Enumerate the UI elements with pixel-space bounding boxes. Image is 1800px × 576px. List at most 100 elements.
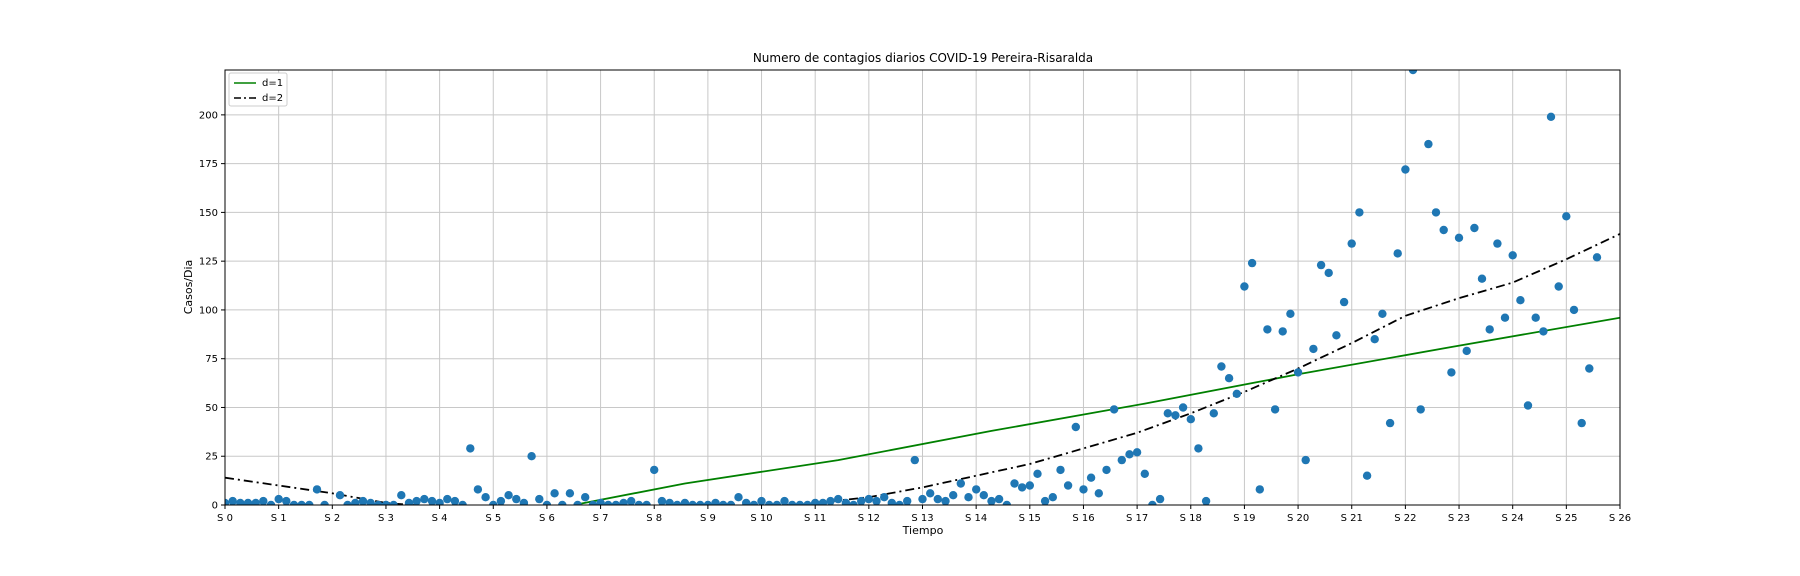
data-point	[1454, 233, 1464, 242]
data-point	[910, 455, 919, 465]
data-point	[519, 498, 529, 505]
x-tick-label: S 4	[432, 513, 448, 524]
data-point	[427, 496, 437, 505]
data-point	[420, 494, 429, 504]
data-point	[1393, 249, 1402, 258]
data-point	[887, 498, 896, 505]
fit-lines	[225, 233, 1620, 505]
data-point	[558, 500, 567, 505]
data-point	[1102, 465, 1111, 475]
data-point	[1301, 455, 1310, 465]
data-point	[236, 498, 245, 505]
data-point	[1324, 268, 1333, 278]
data-point	[1247, 258, 1257, 268]
x-tick-label: S 2	[324, 513, 340, 524]
x-tick-label: S 19	[1233, 513, 1255, 524]
data-point	[581, 493, 590, 502]
x-tick-label: S 23	[1448, 513, 1470, 524]
data-point	[542, 500, 552, 505]
data-point	[389, 500, 398, 505]
data-point	[489, 500, 498, 505]
data-point	[358, 496, 368, 505]
y-tick-label: 125	[199, 257, 218, 268]
data-point	[266, 500, 276, 505]
data-point	[680, 498, 690, 505]
legend-d1-label: d=1	[262, 78, 283, 89]
x-tick-label: S 5	[485, 513, 501, 524]
data-point	[1516, 296, 1525, 305]
data-point	[228, 496, 237, 505]
data-point	[627, 496, 636, 505]
data-point	[1485, 325, 1494, 334]
data-points	[225, 70, 1602, 505]
data-point	[1017, 483, 1027, 492]
data-point	[1125, 450, 1134, 459]
data-point	[1171, 411, 1180, 420]
data-point	[818, 498, 828, 505]
data-point	[1040, 496, 1050, 505]
y-tick-label: 75	[205, 354, 218, 365]
data-point	[1063, 481, 1073, 490]
data-point	[225, 498, 230, 505]
data-point	[366, 498, 375, 505]
data-point	[1270, 405, 1280, 414]
data-point	[1155, 494, 1165, 504]
data-point	[1347, 239, 1356, 248]
data-point	[1309, 344, 1318, 354]
data-point	[841, 498, 851, 505]
x-tick-label: S 11	[804, 513, 826, 524]
data-point	[1585, 364, 1594, 373]
data-point	[512, 494, 521, 504]
data-point	[458, 500, 467, 505]
data-point	[1033, 469, 1042, 478]
data-point	[1109, 405, 1119, 414]
data-point	[795, 500, 805, 505]
x-tick-label: S 3	[378, 513, 394, 524]
x-tick-label: S 6	[539, 513, 555, 524]
data-point	[1201, 496, 1211, 505]
chart-title: Numero de contagios diarios COVID-19 Per…	[753, 51, 1093, 65]
data-point	[1431, 208, 1441, 217]
data-point	[1117, 455, 1127, 465]
data-point	[1163, 409, 1173, 418]
x-axis-ticks: S 0 S 1 S 2 S 3 S 4 S 5 S 6 S 7 S 8 S 9 S 10 S 11 S …	[217, 505, 1631, 524]
data-point	[435, 498, 444, 505]
data-point	[849, 500, 858, 505]
x-tick-label: S 24	[1502, 513, 1524, 524]
data-point	[374, 500, 383, 505]
data-point	[918, 494, 927, 504]
data-point	[504, 491, 513, 500]
data-point	[772, 500, 782, 505]
data-point	[1370, 335, 1379, 344]
data-point	[1232, 389, 1242, 398]
data-point	[611, 500, 621, 505]
data-point	[573, 500, 582, 505]
x-tick-label: S 12	[858, 513, 880, 524]
legend-box	[228, 72, 288, 107]
data-point	[305, 500, 314, 505]
data-point	[565, 489, 575, 498]
x-tick-label: S 21	[1341, 513, 1363, 524]
data-point	[688, 500, 697, 505]
y-tick-label: 150	[199, 208, 218, 219]
data-point	[1569, 305, 1579, 315]
data-point	[941, 496, 950, 505]
x-tick-label: S 25	[1555, 513, 1577, 524]
data-point	[297, 500, 306, 505]
data-point	[1224, 374, 1234, 383]
y-tick-label: 25	[205, 452, 218, 463]
data-point	[604, 500, 613, 505]
data-point	[1378, 309, 1387, 318]
data-point	[1493, 239, 1502, 248]
data-point	[1339, 297, 1349, 307]
data-point	[1094, 489, 1104, 498]
data-point	[1056, 465, 1065, 475]
data-point	[895, 500, 904, 505]
data-point	[987, 496, 996, 505]
data-point	[443, 494, 452, 504]
data-point	[864, 494, 873, 504]
x-tick-label: S 14	[965, 513, 987, 524]
x-tick-label: S 9	[700, 513, 716, 524]
data-point	[1140, 469, 1150, 478]
x-tick-label: S 17	[1126, 513, 1148, 524]
